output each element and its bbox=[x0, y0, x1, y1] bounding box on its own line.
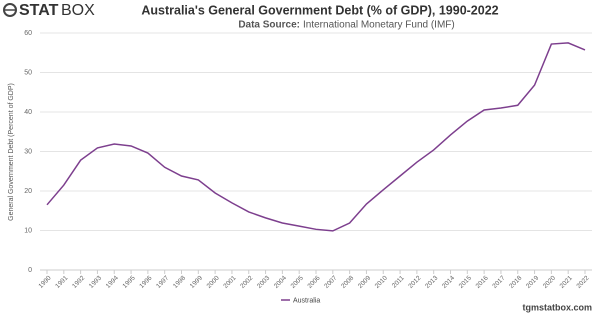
y-tick-label: 0 bbox=[28, 267, 32, 274]
line bbox=[46, 42, 586, 232]
x-tick-label: 2016 bbox=[475, 274, 490, 289]
x-tick-label: 2009 bbox=[357, 274, 372, 289]
y-axis-label: General Government Debt (Percent of GDP) bbox=[8, 83, 15, 221]
x-tick-label: 1997 bbox=[155, 274, 170, 289]
x-tick-label: 1994 bbox=[105, 274, 120, 289]
x-tick-label: 2001 bbox=[222, 274, 237, 289]
x-tick-label: 2011 bbox=[391, 274, 406, 289]
x-tick-label: 2010 bbox=[374, 274, 389, 289]
x-tick-label: 2000 bbox=[206, 274, 221, 289]
legend-label: Australia bbox=[293, 297, 320, 304]
x-tick-label: 2015 bbox=[458, 274, 473, 289]
x-tick-label: 2014 bbox=[441, 274, 456, 289]
x-tick-label: 2017 bbox=[491, 274, 506, 289]
y-tick-label: 60 bbox=[24, 30, 32, 37]
logo-light: BOX bbox=[61, 2, 95, 19]
source: International Monetary Fund (IMF) bbox=[303, 20, 455, 31]
x-tick-label: 1998 bbox=[172, 274, 187, 289]
x-tick-label: 2005 bbox=[290, 274, 305, 289]
x-tick-label: 2020 bbox=[542, 274, 557, 289]
x-tick-label: 1996 bbox=[138, 274, 153, 289]
x-tick-label: 2006 bbox=[306, 274, 321, 289]
x-tick-label: 1995 bbox=[122, 274, 137, 289]
x-tick-label: 2004 bbox=[273, 274, 288, 289]
x-tick-label: 1992 bbox=[71, 274, 86, 289]
x-tick-label: 2002 bbox=[239, 274, 254, 289]
x-tick-label: 2008 bbox=[340, 274, 355, 289]
y-tick-label: 40 bbox=[24, 109, 32, 116]
x-tick-label: 2019 bbox=[525, 274, 540, 289]
chart-title: Australia's General Government Debt (% o… bbox=[141, 3, 498, 17]
x-tick-label: 2022 bbox=[575, 274, 590, 289]
x-tick-label: 1999 bbox=[189, 274, 204, 289]
y-tick-label: 10 bbox=[24, 227, 32, 234]
x-tick-label: 1991 bbox=[54, 274, 69, 289]
x-tick-label: 1993 bbox=[88, 274, 103, 289]
source-label: Data Source: bbox=[238, 20, 300, 31]
x-tick-label: 1990 bbox=[37, 274, 52, 289]
y-tick-label: 30 bbox=[24, 148, 32, 155]
logo: STAT BOX bbox=[3, 2, 95, 19]
x-tick-label: 2013 bbox=[424, 274, 439, 289]
x-tick-label: 2012 bbox=[407, 274, 422, 289]
x-tick-label: 2003 bbox=[256, 274, 271, 289]
footer: tgmstatbox.com bbox=[522, 302, 592, 312]
y-tick-label: 50 bbox=[24, 69, 32, 76]
y-tick-label: 20 bbox=[24, 188, 32, 195]
x-tick-label: 2018 bbox=[508, 274, 523, 289]
logo-bold: STAT bbox=[19, 2, 59, 19]
x-tick-label: 2007 bbox=[323, 274, 338, 289]
x-tick-label: 2021 bbox=[559, 274, 574, 289]
